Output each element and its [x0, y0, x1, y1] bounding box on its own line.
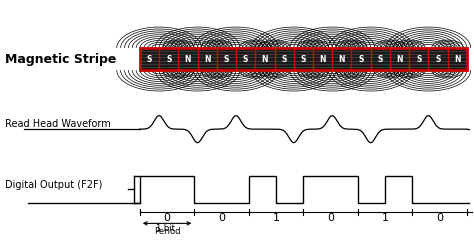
Text: N: N: [338, 55, 345, 63]
Text: S: S: [358, 55, 364, 63]
Text: S: S: [166, 55, 172, 63]
Text: N: N: [204, 55, 210, 63]
Text: Period: Period: [154, 227, 180, 236]
Text: S: S: [301, 55, 306, 63]
Text: N: N: [185, 55, 191, 63]
Text: S: S: [147, 55, 152, 63]
Text: 0: 0: [436, 213, 443, 223]
Text: S: S: [416, 55, 421, 63]
Text: S: S: [224, 55, 229, 63]
Text: 1: 1: [382, 213, 389, 223]
Text: Read Head Waveform: Read Head Waveform: [5, 119, 110, 129]
Text: N: N: [262, 55, 268, 63]
Text: Digital Output (F2F): Digital Output (F2F): [5, 180, 102, 189]
Bar: [140, 48, 467, 70]
Text: N: N: [396, 55, 403, 63]
Text: 0: 0: [327, 213, 334, 223]
Text: S: S: [282, 55, 287, 63]
Text: 1: 1: [273, 213, 280, 223]
Text: S: S: [435, 55, 441, 63]
Text: 0: 0: [164, 213, 171, 223]
Text: S: S: [243, 55, 248, 63]
Text: 0: 0: [218, 213, 225, 223]
Text: Magnetic Stripe: Magnetic Stripe: [5, 53, 116, 65]
Text: S: S: [378, 55, 383, 63]
Text: N: N: [319, 55, 326, 63]
Text: N: N: [454, 55, 461, 63]
Text: 1 bit: 1 bit: [156, 224, 178, 233]
